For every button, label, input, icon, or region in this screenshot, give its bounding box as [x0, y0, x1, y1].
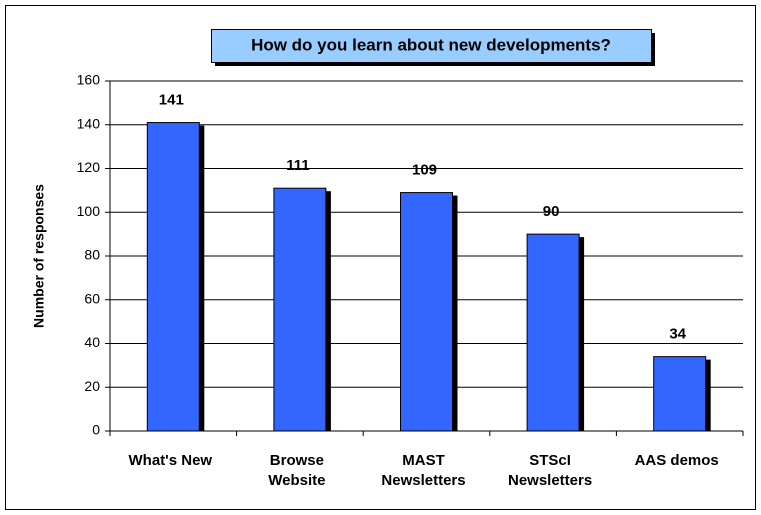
- data-label: 90: [543, 203, 560, 220]
- x-tick-label: STScI: [529, 452, 571, 469]
- x-tick-label: Newsletters: [508, 472, 592, 489]
- x-tick-label: Website: [268, 472, 325, 489]
- x-tick-label: MAST: [402, 452, 445, 469]
- y-tick-label: 160: [77, 72, 101, 88]
- title-box: [211, 29, 652, 63]
- data-label: 111: [286, 157, 309, 174]
- y-tick-label: 80: [84, 247, 100, 263]
- chart-frame: [5, 5, 756, 510]
- y-axis-label: Number of responses: [31, 184, 47, 328]
- bar: [400, 192, 453, 432]
- data-label: 34: [669, 326, 686, 343]
- data-label: 109: [412, 162, 437, 179]
- x-tick-label: Browse: [270, 452, 324, 469]
- bar: [653, 356, 707, 432]
- y-tick-label: 40: [84, 334, 100, 350]
- y-tick-label: 100: [77, 203, 101, 219]
- y-tick-label: 0: [92, 422, 100, 438]
- y-tick-label: 60: [84, 290, 100, 306]
- bar: [273, 187, 327, 432]
- x-tick-label: AAS demos: [635, 452, 719, 469]
- chart-title: How do you learn about new developments?: [251, 35, 611, 54]
- x-tick-label: Newsletters: [381, 472, 465, 489]
- data-label: 141: [159, 92, 184, 109]
- bar: [526, 233, 580, 432]
- y-tick-label: 140: [77, 115, 101, 131]
- bar: [146, 122, 200, 432]
- y-tick-label: 20: [84, 378, 100, 394]
- y-tick-label: 120: [77, 159, 101, 175]
- x-tick-label: What's New: [129, 452, 213, 469]
